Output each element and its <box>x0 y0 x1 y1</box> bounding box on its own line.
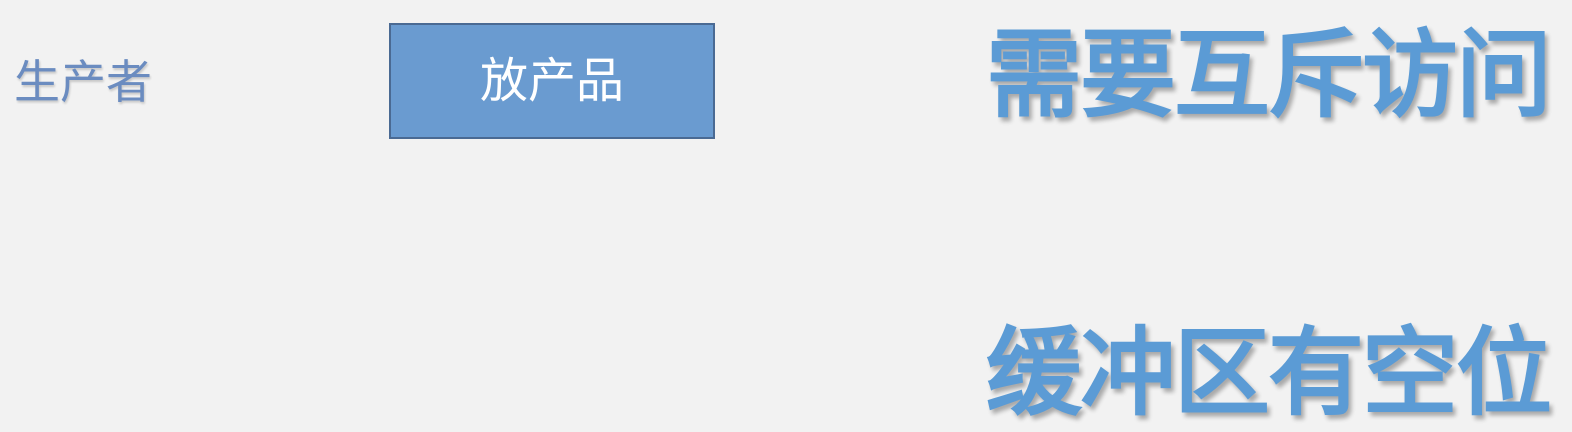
buffer-space-condition-text: 缓冲区有空位 <box>986 317 1552 429</box>
put-product-box: 放产品 <box>389 23 715 139</box>
mutex-condition-text: 需要互斥访问 <box>986 19 1552 131</box>
put-product-label: 放产品 <box>479 53 624 109</box>
producer-label: 生产者 <box>14 55 152 109</box>
